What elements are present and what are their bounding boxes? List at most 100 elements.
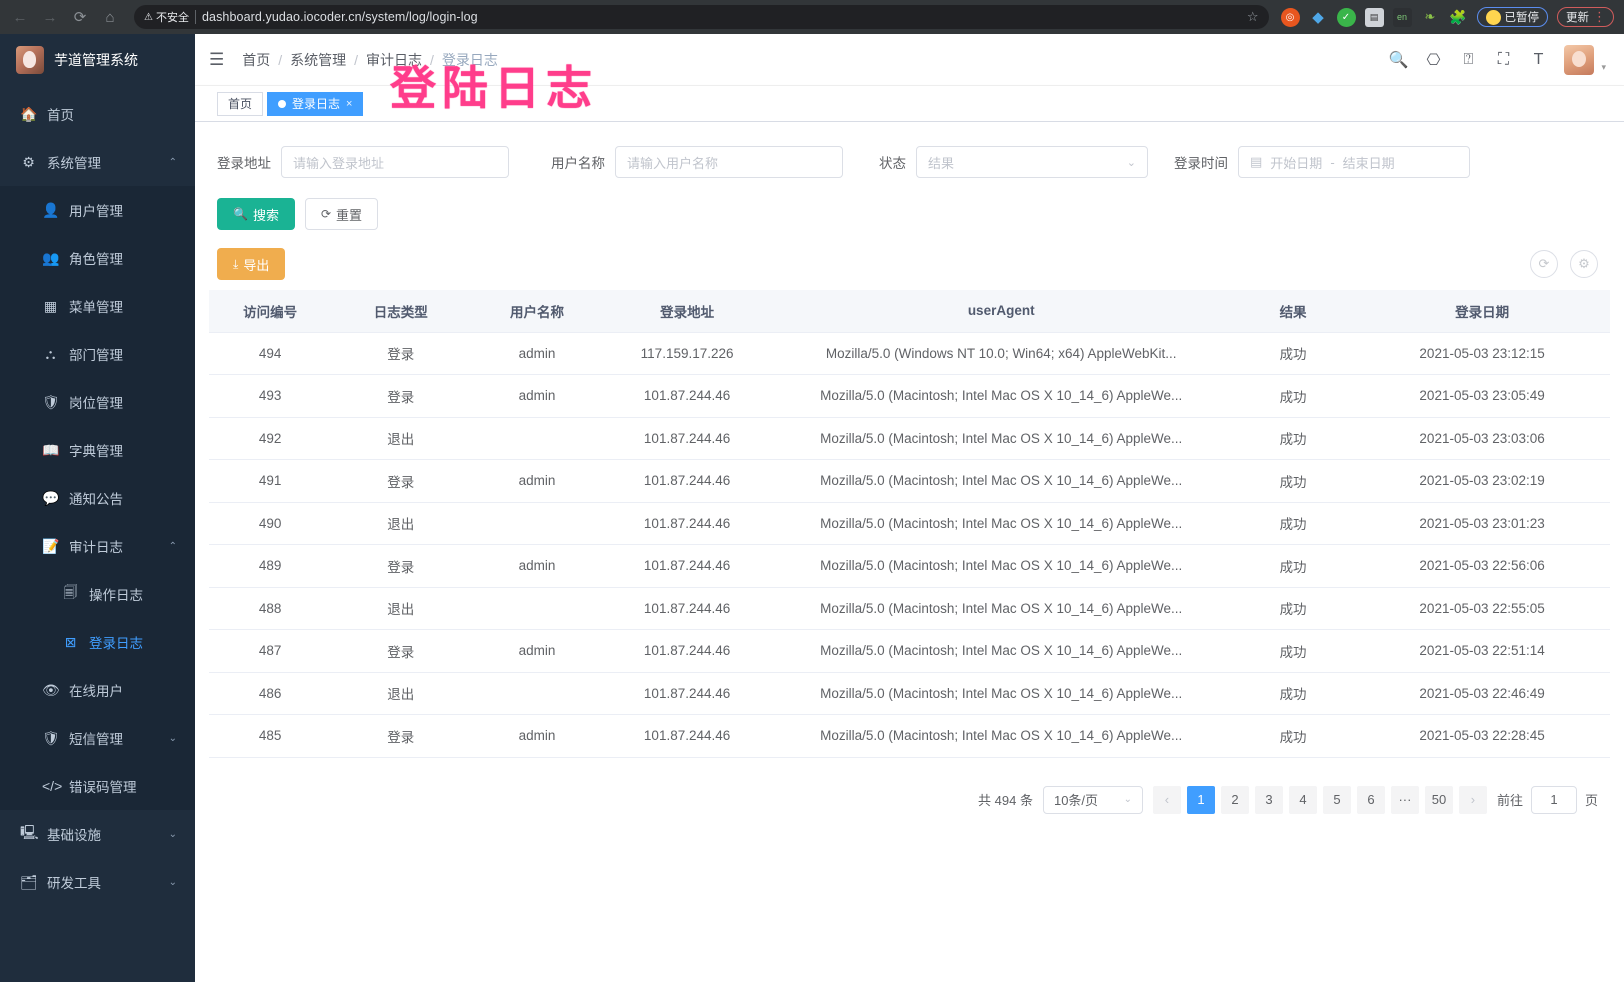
reload-icon[interactable]: ⟳ [73,9,87,26]
sidebar-item-dict-manage[interactable]: 📖 字典管理 [0,426,195,474]
cell-ip: 101.87.244.46 [603,502,771,545]
tab-home[interactable]: 首页 [217,91,264,116]
table-row[interactable]: 488 退出 101.87.244.46 Mozilla/5.0 (Macint… [209,587,1610,630]
sidebar-item-login-log[interactable]: ⊠ 登录日志 [0,618,195,666]
cell-date: 2021-05-03 23:02:19 [1354,459,1610,503]
login-address-input[interactable]: 请输入登录地址 [281,146,509,178]
sidebar-item-menu-manage[interactable]: ▦ 菜单管理 [0,282,195,330]
browser-menu-icon[interactable]: ⋮ [1593,9,1606,24]
username-input[interactable]: 请输入用户名称 [615,146,843,178]
sidebar-item-system[interactable]: ⚙ 系统管理 ⌃ [0,138,195,186]
sidebar-item-role-manage[interactable]: 👥 角色管理 [0,234,195,282]
cell-useragent: Mozilla/5.0 (Macintosh; Intel Mac OS X 1… [770,417,1232,460]
table-row[interactable]: 493 登录 admin 101.87.244.46 Mozilla/5.0 (… [209,374,1610,418]
total-count: 共 494 条 [978,793,1033,808]
sidebar-item-dept-manage[interactable]: ⛬ 部门管理 [0,330,195,378]
sidebar-item-online-user[interactable]: 👁 在线用户 [0,666,195,714]
page-button-4[interactable]: 4 [1288,785,1317,814]
search-button[interactable]: 🔍 搜索 [217,198,295,230]
page-button-1[interactable]: 1 [1186,785,1215,814]
table-row[interactable]: 492 退出 101.87.244.46 Mozilla/5.0 (Macint… [209,417,1610,460]
cell-user [470,417,604,460]
sidebar-item-user-manage[interactable]: 👤 用户管理 [0,186,195,234]
page-size-value: 10条/页 [1053,793,1099,808]
close-icon[interactable]: × [346,97,353,110]
image-icon[interactable]: ▤ [1364,7,1384,27]
table-row[interactable]: 487 登录 admin 101.87.244.46 Mozilla/5.0 (… [209,629,1610,673]
brand[interactable]: 芋道管理系统 [0,34,195,86]
refresh-icon[interactable]: ⟳ [1530,250,1558,278]
sidebar-item-audit-log[interactable]: 📝 审计日志 ⌃ [0,522,195,570]
table-row[interactable]: 491 登录 admin 101.87.244.46 Mozilla/5.0 (… [209,459,1610,503]
forward-icon[interactable]: → [42,8,58,26]
chevron-down-icon[interactable]: ▾ [1601,61,1606,72]
code-icon: </> [42,778,63,794]
reset-button[interactable]: ⟳ 重置 [304,198,379,230]
cell-ip: 101.87.244.46 [603,714,771,758]
infra-icon: 🖳 [20,824,39,840]
page-button-2[interactable]: 2 [1220,785,1249,814]
table-row[interactable]: 486 退出 101.87.244.46 Mozilla/5.0 (Macint… [209,672,1610,715]
active-dot-icon [278,99,287,108]
diamond-icon[interactable]: ◆ [1312,9,1324,26]
sidebar-item-post-manage[interactable]: 🛡 岗位管理 [0,378,195,426]
sidebar-item-notice[interactable]: 💬 通知公告 [0,474,195,522]
page-button-3[interactable]: 3 [1254,785,1283,814]
green-check-icon[interactable]: ✓ [1336,7,1356,27]
translate-icon[interactable]: en [1392,7,1412,27]
paused-pill[interactable]: 已暂停 [1476,7,1548,27]
sidebar-item-devtools[interactable]: 🗂 研发工具 ⌄ [0,858,195,906]
prev-page-button[interactable]: ‹ [1152,785,1181,814]
download-icon: ⤓ [233,256,239,271]
security-warning[interactable]: ⚠ 不安全 [144,9,189,25]
avatar[interactable] [1564,44,1595,75]
bookmark-star-icon[interactable]: ☆ [1246,9,1259,24]
page-button-5[interactable]: 5 [1322,785,1351,814]
orange-circle-icon[interactable]: ◎ [1280,7,1300,27]
font-size-icon[interactable]: T [1533,50,1544,68]
login-time-daterange[interactable]: ▤ 开始日期 - 结束日期 [1238,146,1470,178]
search-icon[interactable]: 🔍 [1388,51,1409,69]
column-header-user: 用户名称 [470,290,604,333]
plant-icon[interactable]: ❧ [1424,9,1436,24]
table-row[interactable]: 489 登录 admin 101.87.244.46 Mozilla/5.0 (… [209,544,1610,588]
table-row[interactable]: 485 登录 admin 101.87.244.46 Mozilla/5.0 (… [209,714,1610,758]
sidebar-item-operation-log[interactable]: 🗐 操作日志 [0,570,195,618]
tab-login-log[interactable]: 登录日志 × [267,91,364,116]
cell-ip: 101.87.244.46 [603,587,771,630]
sidebar-item-home[interactable]: 🏠 首页 [0,90,195,138]
breadcrumb-item-audit-log[interactable]: 审计日志 [366,51,423,68]
breadcrumb-item-home[interactable]: 首页 [242,51,271,68]
sidebar-item-sms[interactable]: 🛡 短信管理 ⌄ [0,714,195,762]
page-button-6[interactable]: 6 [1356,785,1385,814]
home-icon[interactable]: ⌂ [105,8,115,26]
table-row[interactable]: 490 退出 101.87.244.46 Mozilla/5.0 (Macint… [209,502,1610,545]
sidebar-item-label: 系统管理 [47,156,101,171]
hamburger-icon[interactable]: ☰ [209,49,225,69]
update-pill[interactable]: 更新 ⋮ [1557,7,1614,27]
cell-id: 491 [209,459,332,503]
page-size-select[interactable]: 10条/页 ⌄ [1042,785,1143,814]
back-icon[interactable]: ← [12,8,28,26]
sidebar-item-infra[interactable]: 🖳 基础设施 ⌄ [0,810,195,858]
page-button-last[interactable]: 50 [1424,785,1453,814]
columns-settings-icon[interactable]: ⚙ [1570,250,1598,278]
page-ellipsis[interactable]: ··· [1390,785,1419,814]
export-button[interactable]: ⤓ 导出 [217,248,286,280]
breadcrumb-item-system[interactable]: 系统管理 [290,51,347,68]
role-icon: 👥 [42,249,60,266]
status-select[interactable]: 结果 ⌄ [916,146,1148,178]
fullscreen-icon[interactable]: ⛶ [1497,50,1510,68]
sidebar-item-label: 在线用户 [69,684,123,699]
jump-input[interactable]: 1 [1530,785,1577,814]
github-icon[interactable]: ⎔ [1426,51,1441,69]
table-row[interactable]: 494 登录 admin 117.159.17.226 Mozilla/5.0 … [209,332,1610,375]
address-bar[interactable]: ⚠ 不安全 dashboard.yudao.iocoder.cn/system/… [134,5,1269,29]
puzzle-icon[interactable]: 🧩 [1449,8,1467,25]
sidebar-item-label: 字典管理 [69,444,123,459]
operation-log-icon: 🗐 [63,584,78,600]
next-page-button[interactable]: › [1458,785,1487,814]
help-icon[interactable]: ⍰ [1463,50,1474,68]
content-area: 登录地址 请输入登录地址 用户名称 请输入用户名称 状态 [195,122,1624,982]
sidebar-item-error-code[interactable]: </> 错误码管理 [0,762,195,810]
